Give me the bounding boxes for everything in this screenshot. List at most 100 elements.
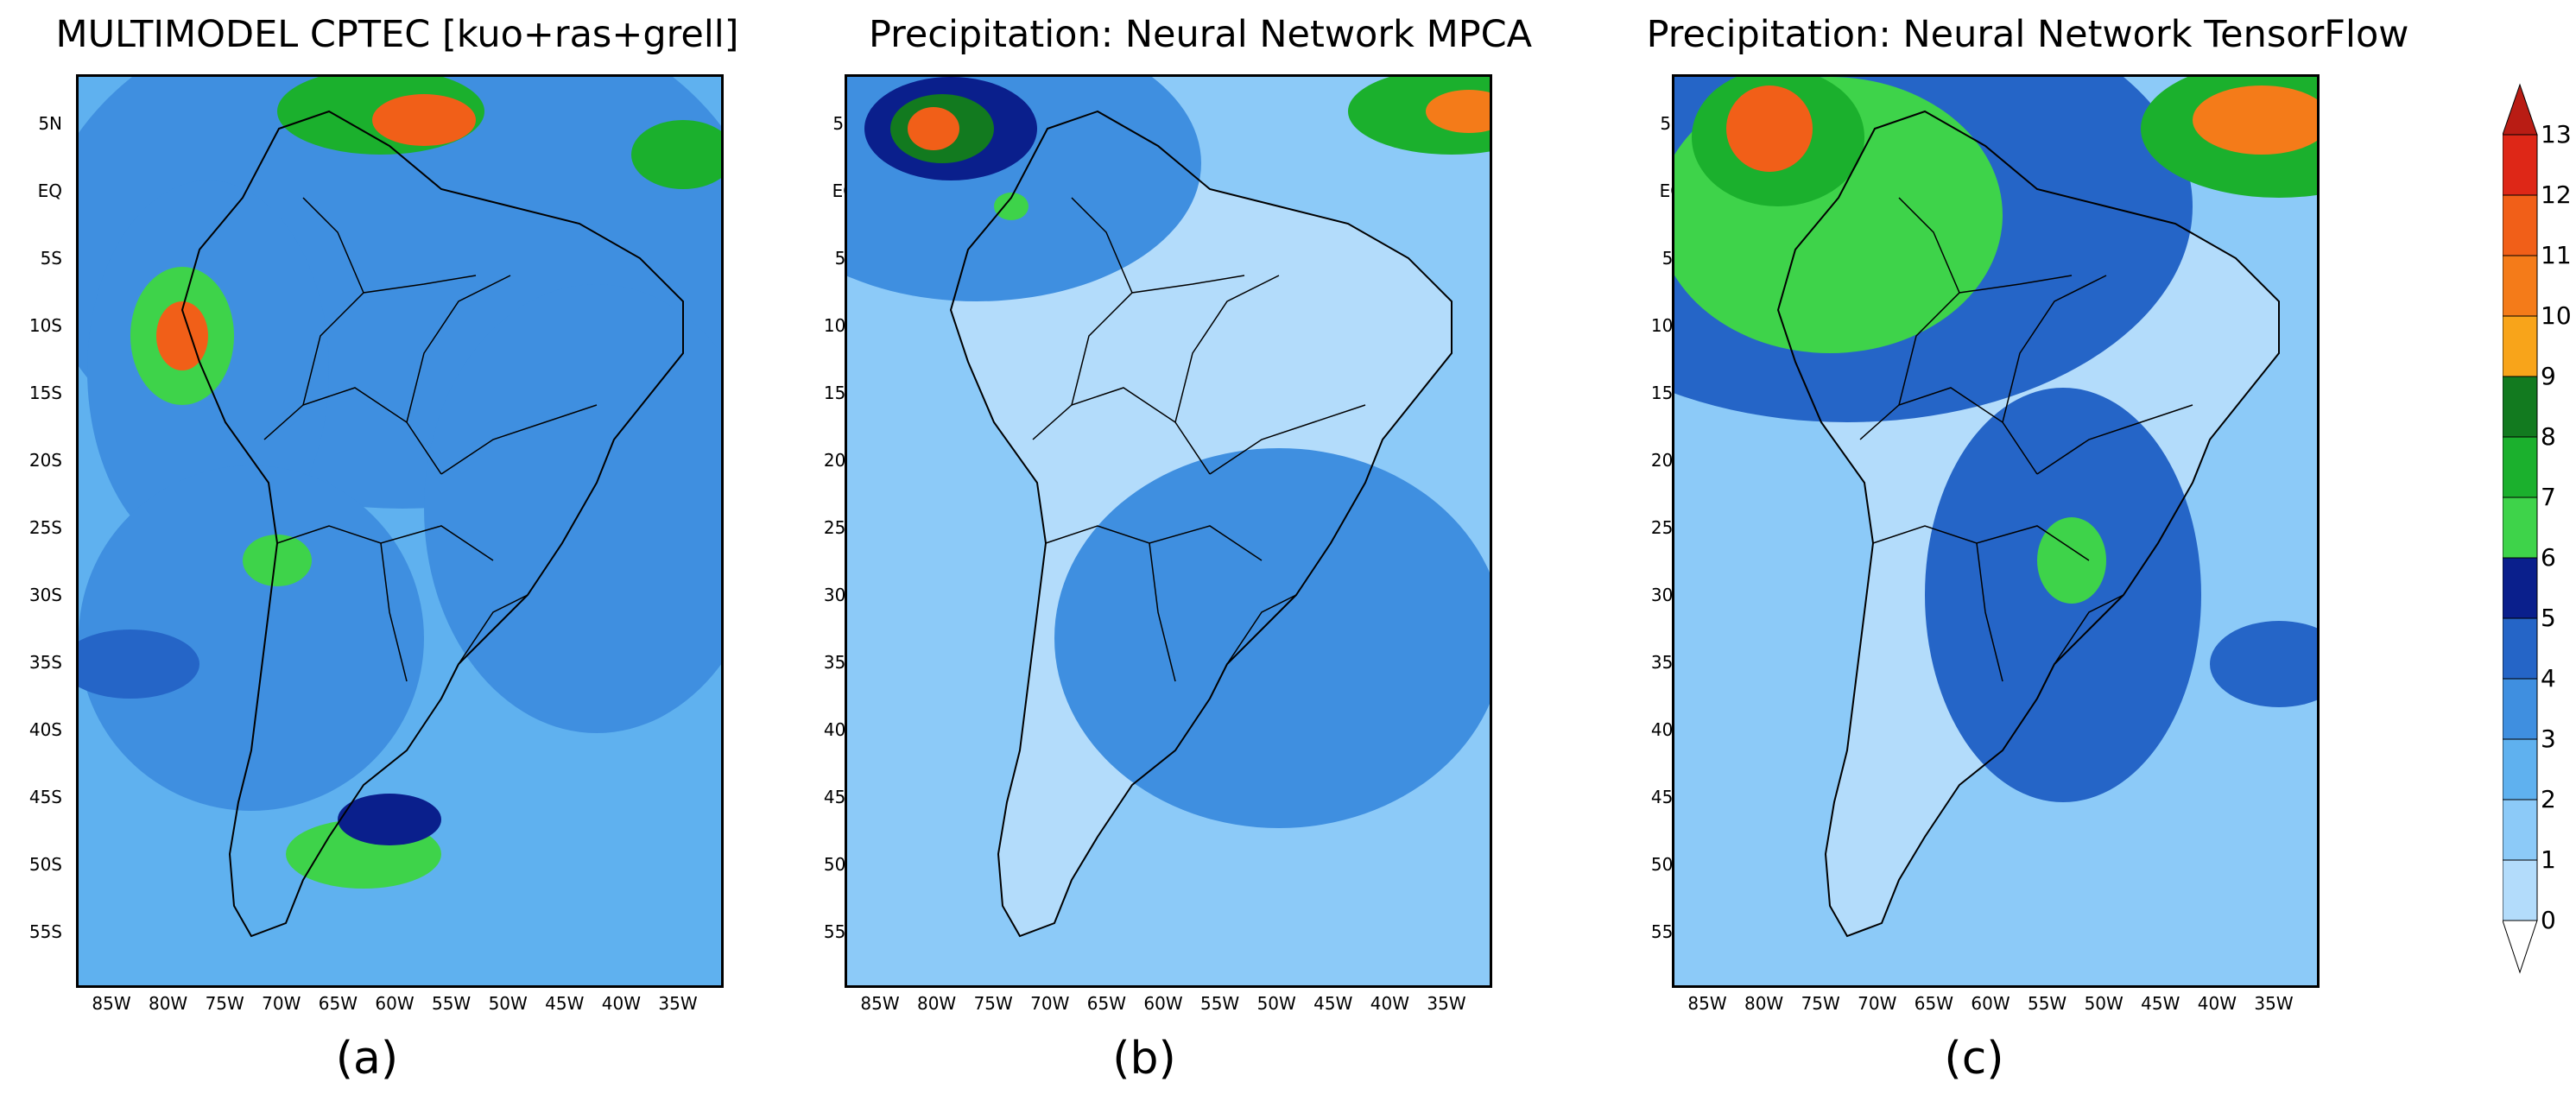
- map-graphic: [79, 77, 721, 985]
- lon-tick-label: 80W: [148, 993, 188, 1014]
- lon-tick-label: 45W: [2141, 993, 2180, 1014]
- lat-tick-label: 40S: [28, 719, 62, 740]
- lat-tick-label: 45S: [28, 787, 62, 807]
- lon-tick-label: 50W: [488, 993, 528, 1014]
- panel-a: MULTIMODEL CPTEC [kuo+ras+grell] 5N EQ 5S 1…: [0, 0, 812, 1101]
- colorbar-bin: [2503, 799, 2538, 861]
- colorbar-tick-label: 12: [2541, 180, 2572, 209]
- precip-contour: [79, 465, 424, 811]
- colorbar-bin: [2503, 436, 2538, 498]
- precip-contour: [1054, 448, 1490, 828]
- colorbar-bin: [2503, 738, 2538, 800]
- lon-axis: 85W 80W 75W 70W 65W 60W 55W 50W 45W 40W 35W: [76, 993, 724, 1019]
- country-border: [1174, 275, 1280, 423]
- lon-tick-label: 80W: [1744, 993, 1784, 1014]
- precip-contour: [338, 794, 441, 845]
- precip-contour: [1426, 90, 1490, 133]
- lon-tick-label: 35W: [658, 993, 698, 1014]
- lon-tick-label: 55W: [431, 993, 472, 1014]
- lat-tick-label: 50S: [28, 854, 62, 875]
- panel-caption: (a): [335, 1033, 399, 1085]
- lon-tick-label: 70W: [1858, 993, 1897, 1014]
- lon-tick-label: 85W: [1687, 993, 1727, 1014]
- colorbar-top-arrow: [2503, 83, 2538, 136]
- country-border: [1149, 542, 1176, 682]
- colorbar-tick-label: 8: [2541, 422, 2556, 451]
- lon-tick-label: 60W: [375, 993, 415, 1014]
- lon-tick-label: 50W: [2084, 993, 2123, 1014]
- lon-tick-label: 65W: [1914, 993, 1954, 1014]
- coastline: [180, 110, 684, 938]
- panel-caption: (b): [1112, 1033, 1176, 1085]
- precipitation-map: [845, 74, 1492, 988]
- precip-contour: [2210, 621, 2317, 707]
- panel-b: Precipitation: Neural Network MPCA 5N EQ 5…: [794, 0, 1606, 1101]
- country-border: [380, 542, 408, 682]
- country-border: [1976, 542, 2003, 682]
- country-border: [1071, 197, 1133, 294]
- lat-tick-label: 35S: [28, 652, 62, 673]
- lon-axis: 85W 80W 75W 70W 65W 60W 55W 50W 45W 40W 35W: [845, 993, 1492, 1019]
- lat-tick-label: 20S: [28, 450, 62, 471]
- lon-tick-label: 40W: [601, 993, 642, 1014]
- country-border: [1226, 594, 1297, 665]
- lon-tick-label: 65W: [318, 993, 358, 1014]
- lon-tick-label: 35W: [1427, 993, 1466, 1014]
- panel-c: Precipitation: Neural Network TensorFlow…: [1622, 0, 2434, 1101]
- country-border: [302, 197, 364, 294]
- lon-tick-label: 45W: [545, 993, 585, 1014]
- colorbar-bin: [2503, 255, 2538, 317]
- lat-tick-label: 10S: [28, 315, 62, 336]
- lon-tick-label: 35W: [2254, 993, 2294, 1014]
- colorbar-tick-label: 3: [2541, 725, 2556, 753]
- map-graphic: [847, 77, 1490, 985]
- colorbar-tick-label: 7: [2541, 483, 2556, 511]
- lat-tick-label: 55S: [28, 921, 62, 942]
- colorbar-bin: [2503, 557, 2538, 619]
- panel-title: Precipitation: Neural Network MPCA: [868, 13, 1533, 56]
- colorbar-graphic: [2503, 83, 2538, 974]
- colorbar-bottom-arrow: [2503, 920, 2538, 974]
- country-border: [2054, 594, 2124, 665]
- country-border: [1859, 387, 2038, 475]
- colorbar-bin: [2503, 497, 2538, 559]
- colorbar-tick-label: 5: [2541, 604, 2556, 632]
- lon-axis: 85W 80W 75W 70W 65W 60W 55W 50W 45W 40W 35W: [1672, 993, 2320, 1019]
- country-border: [440, 404, 598, 475]
- colorbar-tick-label: 1: [2541, 845, 2556, 874]
- lon-tick-label: 75W: [1801, 993, 1840, 1014]
- colorbar-tick-label: 11: [2541, 241, 2572, 269]
- colorbar-bin: [2503, 315, 2538, 377]
- lon-tick-label: 55W: [1199, 993, 1240, 1014]
- lon-tick-label: 80W: [916, 993, 957, 1014]
- lat-tick-label: 5S: [40, 248, 62, 269]
- coastline: [949, 110, 1453, 938]
- lon-tick-label: 40W: [1370, 993, 1410, 1014]
- lat-tick-label: EQ: [37, 180, 62, 201]
- colorbar-tick-label: 0: [2541, 906, 2556, 934]
- lat-tick-label: 30S: [28, 585, 62, 605]
- lon-tick-label: 65W: [1086, 993, 1127, 1014]
- lat-axis: 5N EQ 5S 10S 15S 20S 25S 30S 35S 40S 45S 50S 55S: [0, 74, 69, 988]
- country-border: [1898, 197, 1960, 294]
- lon-tick-label: 55W: [2027, 993, 2067, 1014]
- colorbar-bin: [2503, 194, 2538, 256]
- precip-contour: [631, 120, 721, 189]
- lon-tick-label: 50W: [1256, 993, 1296, 1014]
- precipitation-map: [1672, 74, 2320, 988]
- precip-contour: [1726, 85, 1813, 172]
- country-border: [458, 594, 528, 665]
- precip-contour: [79, 630, 199, 699]
- precip-contour: [908, 107, 959, 150]
- lon-tick-label: 70W: [1030, 993, 1070, 1014]
- coastline: [1776, 110, 2280, 938]
- map-graphic: [1674, 77, 2317, 985]
- colorbar-tick-label: 10: [2541, 301, 2572, 330]
- colorbar: 0 1 2 3 4 5 6 7 8 9 10 11 12 13: [2503, 83, 2572, 981]
- precip-contour: [424, 284, 721, 733]
- precip-contour: [2193, 85, 2317, 155]
- lat-tick-label: 5N: [38, 113, 62, 134]
- precip-contour: [2037, 517, 2106, 604]
- country-border: [263, 387, 442, 475]
- colorbar-bin: [2503, 134, 2538, 196]
